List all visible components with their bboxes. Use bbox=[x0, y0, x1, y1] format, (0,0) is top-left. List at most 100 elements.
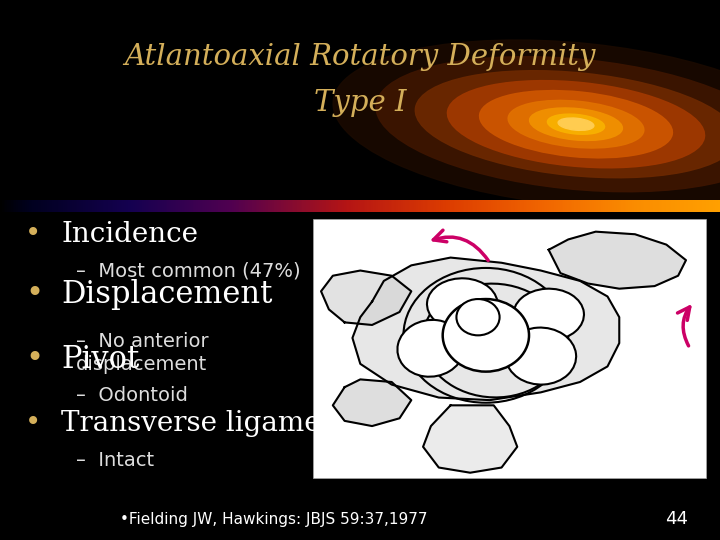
Bar bbox=[179, 200, 180, 212]
Bar bbox=[14, 200, 16, 212]
Ellipse shape bbox=[427, 278, 498, 330]
Bar bbox=[536, 200, 538, 212]
Bar bbox=[711, 200, 713, 212]
Bar bbox=[412, 200, 414, 212]
Ellipse shape bbox=[530, 108, 622, 140]
Bar bbox=[657, 200, 659, 212]
Bar bbox=[349, 200, 351, 212]
Bar bbox=[605, 200, 606, 212]
Bar bbox=[701, 200, 702, 212]
Bar bbox=[706, 200, 707, 212]
Bar bbox=[225, 200, 227, 212]
Bar bbox=[133, 200, 135, 212]
Bar bbox=[698, 200, 700, 212]
Bar bbox=[227, 200, 229, 212]
Bar bbox=[714, 200, 716, 212]
Text: –  Intact: – Intact bbox=[76, 451, 154, 470]
Bar bbox=[479, 200, 481, 212]
Bar bbox=[333, 200, 335, 212]
Bar bbox=[207, 200, 209, 212]
Bar bbox=[180, 200, 181, 212]
Bar bbox=[441, 200, 443, 212]
Ellipse shape bbox=[480, 91, 672, 158]
Bar bbox=[455, 200, 457, 212]
Bar bbox=[37, 200, 40, 212]
Bar bbox=[328, 200, 330, 212]
Bar bbox=[634, 200, 635, 212]
Bar bbox=[143, 200, 144, 212]
Bar bbox=[25, 200, 27, 212]
Bar bbox=[390, 200, 392, 212]
Bar bbox=[331, 200, 333, 212]
Bar bbox=[410, 200, 412, 212]
Bar bbox=[40, 200, 42, 212]
Bar bbox=[387, 200, 389, 212]
Bar bbox=[42, 200, 43, 212]
Bar bbox=[576, 200, 577, 212]
Ellipse shape bbox=[456, 299, 500, 335]
Bar bbox=[157, 200, 158, 212]
Bar bbox=[258, 200, 259, 212]
Bar bbox=[511, 200, 513, 212]
Bar bbox=[268, 200, 270, 212]
Bar bbox=[407, 200, 408, 212]
Bar bbox=[130, 200, 132, 212]
Bar bbox=[639, 200, 641, 212]
Bar bbox=[373, 200, 374, 212]
Bar bbox=[308, 200, 310, 212]
Bar bbox=[0, 200, 1, 212]
Bar bbox=[137, 200, 139, 212]
Bar bbox=[360, 200, 361, 212]
Bar bbox=[124, 200, 126, 212]
Bar bbox=[20, 200, 22, 212]
Bar bbox=[635, 200, 637, 212]
Bar bbox=[580, 200, 582, 212]
Ellipse shape bbox=[415, 71, 720, 178]
Bar bbox=[395, 200, 396, 212]
Bar bbox=[61, 200, 63, 212]
Bar bbox=[670, 200, 671, 212]
Bar bbox=[571, 200, 572, 212]
Bar bbox=[79, 200, 81, 212]
Bar bbox=[616, 200, 618, 212]
Bar bbox=[596, 200, 598, 212]
Bar bbox=[625, 200, 626, 212]
Bar bbox=[164, 200, 166, 212]
Bar bbox=[454, 200, 455, 212]
Bar bbox=[510, 200, 511, 212]
Bar bbox=[132, 200, 133, 212]
Bar bbox=[431, 200, 432, 212]
Bar bbox=[54, 200, 56, 212]
Bar bbox=[324, 200, 325, 212]
Bar bbox=[186, 200, 187, 212]
Bar bbox=[572, 200, 575, 212]
Bar bbox=[461, 200, 462, 212]
Polygon shape bbox=[321, 271, 411, 325]
Bar bbox=[628, 200, 630, 212]
Bar bbox=[191, 200, 193, 212]
Bar bbox=[256, 200, 258, 212]
Bar bbox=[450, 200, 452, 212]
Bar bbox=[181, 200, 184, 212]
Bar bbox=[649, 200, 652, 212]
Bar bbox=[515, 200, 516, 212]
Bar bbox=[4, 200, 6, 212]
Bar bbox=[526, 200, 527, 212]
Bar bbox=[301, 200, 302, 212]
Bar bbox=[690, 200, 691, 212]
Bar bbox=[563, 200, 565, 212]
Bar bbox=[356, 200, 359, 212]
Ellipse shape bbox=[505, 328, 576, 384]
Bar bbox=[49, 200, 50, 212]
Bar bbox=[281, 200, 283, 212]
Bar bbox=[7, 200, 9, 212]
Bar bbox=[265, 200, 266, 212]
Bar bbox=[659, 200, 661, 212]
Bar bbox=[274, 200, 276, 212]
Bar bbox=[549, 200, 551, 212]
Text: •: • bbox=[25, 221, 42, 248]
Bar bbox=[16, 200, 18, 212]
Bar bbox=[556, 200, 558, 212]
Bar bbox=[612, 200, 613, 212]
Bar bbox=[544, 200, 546, 212]
